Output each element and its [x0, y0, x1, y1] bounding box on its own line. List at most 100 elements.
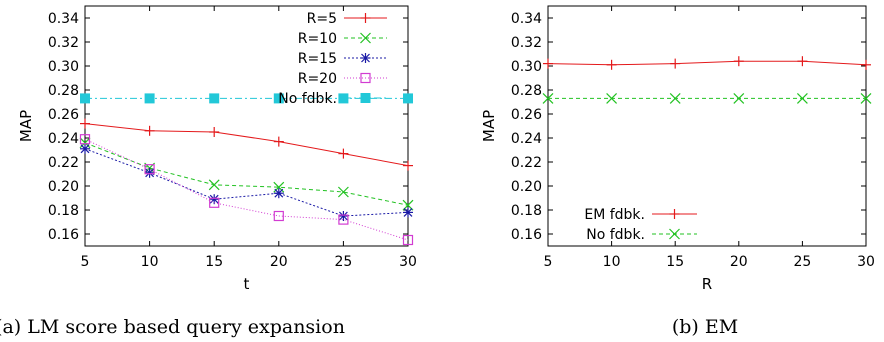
data-point [273, 210, 284, 222]
series-line [84, 142, 409, 206]
y-tick-label: 0.34 [48, 11, 79, 27]
y-tick-label: 0.20 [511, 179, 542, 195]
legend-entry-r-15: R=15 [298, 51, 387, 67]
data-point [670, 58, 681, 69]
data-point [209, 127, 220, 137]
y-tick-label: 0.20 [48, 179, 79, 195]
plot-frame [84, 5, 409, 247]
data-point [543, 58, 553, 69]
legend: R=5 R=10 R=15 R=20 No fdbk. [278, 11, 387, 107]
data-point [669, 92, 681, 104]
legend-swatch-marker [360, 13, 371, 23]
legend-swatch-marker [360, 93, 371, 103]
y-tick-label: 0.28 [48, 83, 79, 99]
caption-b: (b) EM [672, 316, 738, 338]
y-tick-label: 0.24 [48, 131, 79, 147]
data-point [338, 148, 349, 159]
x-axis-label: R [702, 275, 712, 293]
y-tick-label: 0.18 [48, 203, 79, 219]
y-tick-label: 0.26 [511, 107, 542, 123]
legend-label: EM fdbk. [584, 207, 645, 223]
series-em-fdbk [543, 56, 871, 70]
legend-swatch-marker [360, 53, 371, 63]
series-r-20 [79, 134, 414, 246]
data-point [144, 167, 155, 178]
y-axis-label: MAP [480, 110, 498, 142]
series-line [84, 123, 409, 167]
data-point [80, 93, 90, 104]
data-point [208, 179, 220, 191]
data-point [338, 214, 349, 225]
data-point [796, 92, 808, 104]
data-point [338, 211, 349, 221]
data-point [797, 56, 808, 67]
x-tick-label: 25 [334, 254, 352, 270]
data-point [273, 93, 284, 104]
data-point [403, 93, 413, 104]
x-tick-label: 10 [141, 254, 159, 270]
legend-swatch-marker [360, 72, 371, 84]
y-axis-label: MAP [17, 110, 35, 142]
series-no-fdbk [542, 92, 872, 104]
legend-label: R=15 [298, 51, 337, 67]
legend-label: No fdbk. [586, 227, 645, 243]
data-point [403, 160, 413, 171]
y-tick-label: 0.32 [48, 35, 79, 51]
data-point [144, 93, 155, 104]
data-point [209, 197, 220, 208]
plot-frame [547, 5, 867, 247]
y-tick-label: 0.30 [511, 59, 542, 75]
x-tick-label: 10 [603, 254, 621, 270]
y-tick-label: 0.22 [511, 155, 542, 171]
data-point [273, 136, 284, 147]
caption-a: (a) LM score based query expansion [0, 316, 345, 338]
legend-swatch-marker [669, 228, 680, 240]
data-point [337, 186, 349, 198]
legend-entry-r-10: R=10 [298, 31, 387, 47]
y-tick-label: 0.22 [48, 155, 79, 171]
x-tick-label: 20 [730, 254, 748, 270]
data-point [606, 92, 618, 104]
legend-entry-r-20: R=20 [298, 71, 387, 87]
legend-label: R=5 [307, 11, 337, 27]
y-tick-label: 0.16 [511, 227, 542, 243]
y-tick-label: 0.24 [511, 131, 542, 147]
series-line [84, 148, 409, 217]
series-no-fdbk [80, 93, 413, 104]
y-tick-label: 0.30 [48, 59, 79, 75]
y-tick-label: 0.28 [511, 83, 542, 99]
x-axis-label: t [244, 275, 250, 293]
x-tick-label: 30 [399, 254, 417, 270]
x-tick-label: 5 [81, 254, 90, 270]
legend-swatch-marker [669, 209, 680, 219]
legend-entry-em-fdbk: EM fdbk. [584, 207, 697, 223]
legend-entry-no-fdbk: No fdbk. [278, 91, 387, 107]
data-point [273, 188, 284, 199]
data-point [79, 134, 91, 145]
data-point [144, 164, 155, 175]
y-tick-label: 0.32 [511, 35, 542, 51]
data-point [80, 143, 90, 154]
series-r-15 [80, 143, 413, 221]
data-point [403, 207, 413, 218]
data-point [733, 56, 744, 67]
data-point [144, 125, 155, 136]
data-point [209, 93, 220, 104]
x-tick-label: 5 [544, 254, 553, 270]
x-tick-label: 15 [205, 254, 223, 270]
x-tick-label: 20 [270, 254, 288, 270]
legend-label: R=20 [298, 71, 337, 87]
chart-panel-lm-query-expansion: 0.16 0.18 0.20 0.22 0.24 0.26 0.28 0.30 0.32 0.34… [17, 5, 417, 293]
legend-label: R=10 [298, 31, 337, 47]
data-point [80, 118, 90, 129]
data-point [606, 59, 617, 70]
series-line [84, 138, 409, 241]
y-tick-label: 0.16 [48, 227, 79, 243]
y-tick-label: 0.18 [511, 203, 542, 219]
chart-panel-em: 0.16 0.18 0.20 0.22 0.24 0.26 0.28 0.30 0.32 0.34… [480, 5, 875, 293]
y-tick-label: 0.26 [48, 107, 79, 123]
data-point [861, 59, 871, 70]
x-tick-label: 25 [793, 254, 811, 270]
legend: EM fdbk. No fdbk. [584, 207, 697, 243]
